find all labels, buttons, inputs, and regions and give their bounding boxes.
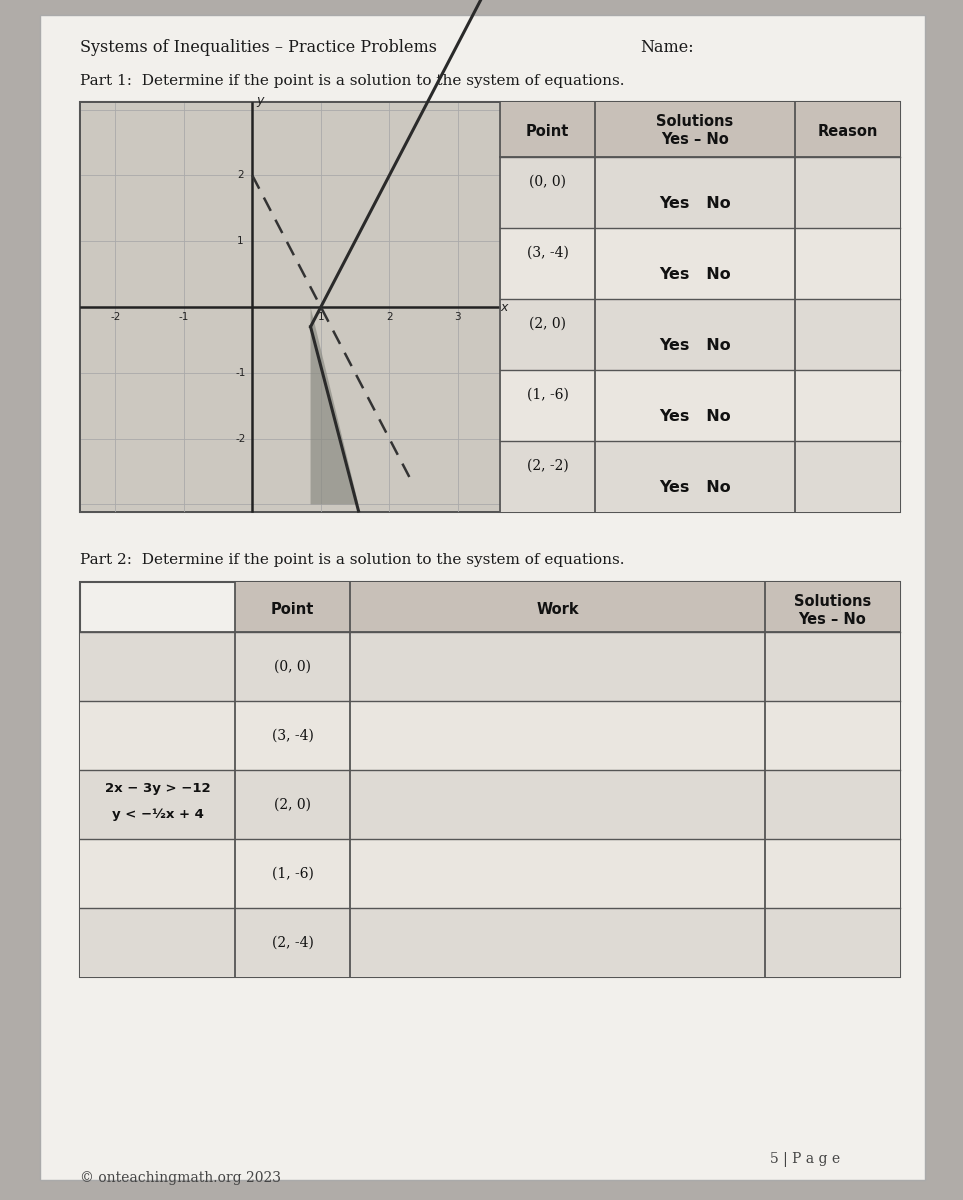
- Text: Yes   No: Yes No: [659, 409, 731, 424]
- Bar: [80, 102, 900, 512]
- Text: x: x: [501, 301, 508, 314]
- Text: (3, -4): (3, -4): [527, 246, 568, 260]
- Bar: [500, 102, 900, 157]
- Text: 5 | P a g e: 5 | P a g e: [769, 1152, 840, 1166]
- Bar: [500, 228, 900, 299]
- Bar: [235, 582, 900, 632]
- Text: Systems of Inequalities – Practice Problems: Systems of Inequalities – Practice Probl…: [80, 38, 437, 56]
- Text: Solutions: Solutions: [657, 114, 734, 128]
- Bar: [80, 770, 900, 839]
- Text: (3, -4): (3, -4): [272, 728, 313, 743]
- Bar: [80, 582, 900, 977]
- Bar: [80, 839, 900, 908]
- Text: Yes   No: Yes No: [659, 266, 731, 282]
- Text: 2x − 3y > −12: 2x − 3y > −12: [105, 781, 210, 794]
- Text: 1: 1: [237, 236, 244, 246]
- Text: Yes   No: Yes No: [659, 337, 731, 353]
- Bar: [500, 299, 900, 370]
- Text: (0, 0): (0, 0): [529, 175, 566, 188]
- Bar: [80, 908, 900, 977]
- Text: y < −½x + 4: y < −½x + 4: [112, 808, 203, 821]
- Text: Yes – No: Yes – No: [798, 612, 867, 628]
- Text: (2, 0): (2, 0): [274, 798, 311, 811]
- Text: 1: 1: [318, 312, 325, 322]
- Text: 2: 2: [237, 170, 244, 180]
- Text: (2, -4): (2, -4): [272, 936, 313, 949]
- Text: (2, 0): (2, 0): [529, 317, 566, 331]
- Text: y: y: [256, 95, 264, 107]
- Text: -1: -1: [235, 368, 246, 378]
- Bar: [80, 632, 900, 701]
- Text: Part 2:  Determine if the point is a solution to the system of equations.: Part 2: Determine if the point is a solu…: [80, 553, 624, 566]
- Text: (1, -6): (1, -6): [272, 866, 313, 881]
- Text: Part 1:  Determine if the point is a solution to the system of equations.: Part 1: Determine if the point is a solu…: [80, 74, 624, 88]
- Text: Work: Work: [536, 602, 579, 618]
- Bar: [500, 157, 900, 228]
- Text: Yes   No: Yes No: [659, 480, 731, 494]
- Text: Reason: Reason: [818, 125, 877, 139]
- Text: -2: -2: [110, 312, 120, 322]
- Text: 3: 3: [455, 312, 461, 322]
- Text: 2: 2: [386, 312, 393, 322]
- Text: (1, -6): (1, -6): [527, 388, 568, 402]
- Text: (0, 0): (0, 0): [274, 660, 311, 673]
- Bar: [80, 701, 900, 770]
- Polygon shape: [310, 307, 358, 504]
- Bar: [81, 103, 499, 511]
- Text: Solutions: Solutions: [794, 594, 872, 608]
- Text: © onteachingmath.org 2023: © onteachingmath.org 2023: [80, 1171, 281, 1186]
- Text: Point: Point: [271, 602, 314, 618]
- Text: Yes   No: Yes No: [659, 196, 731, 211]
- Bar: [500, 440, 900, 512]
- Text: (2, -2): (2, -2): [527, 458, 568, 473]
- Text: Yes – No: Yes – No: [662, 132, 729, 148]
- Text: Name:: Name:: [640, 38, 693, 56]
- Text: Point: Point: [526, 125, 569, 139]
- Text: -2: -2: [235, 433, 246, 444]
- Text: -1: -1: [178, 312, 189, 322]
- Bar: [500, 370, 900, 440]
